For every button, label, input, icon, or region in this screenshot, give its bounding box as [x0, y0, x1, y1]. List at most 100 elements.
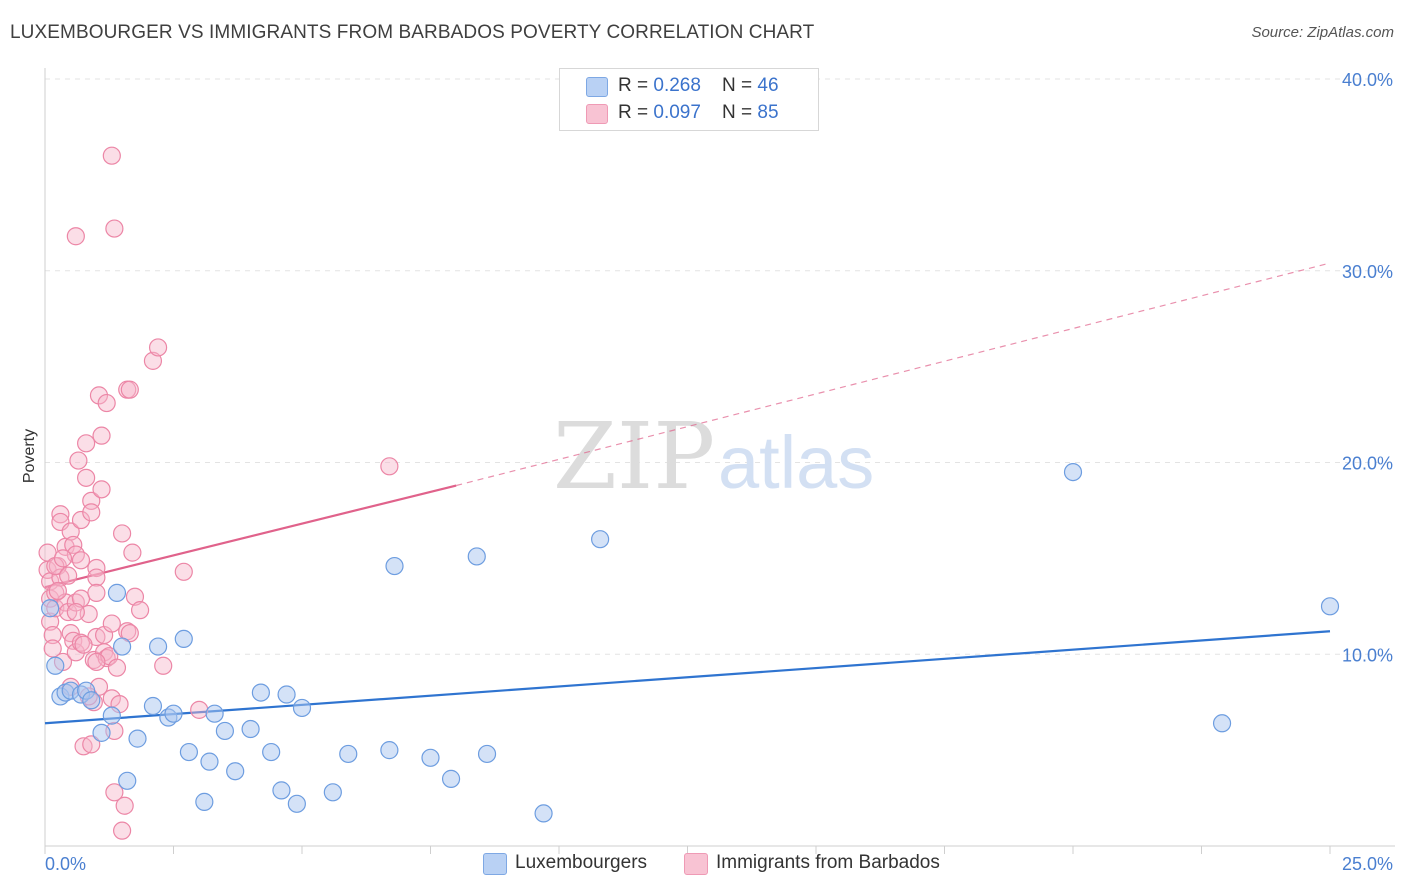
series-swatch-blue	[483, 853, 507, 875]
legend-text: R = 0.097 N = 85	[618, 102, 779, 124]
data-point-luxembourgers	[477, 744, 497, 764]
data-point-barbados	[89, 386, 109, 405]
series-legend: Luxembourgers Immigrants from Barbados	[0, 852, 1406, 878]
data-point-barbados	[97, 393, 116, 413]
data-point-luxembourgers	[148, 637, 168, 656]
legend-n-value: 85	[757, 102, 779, 123]
series-swatch-pink	[684, 853, 708, 875]
data-point-barbados	[77, 434, 96, 453]
data-point-luxembourgers	[262, 742, 281, 762]
data-point-barbados	[105, 783, 124, 802]
data-point-barbados	[143, 351, 163, 370]
data-point-luxembourgers	[200, 752, 219, 771]
correlation-legend: R = 0.268 N = 46 R = 0.097 N = 85	[559, 68, 819, 131]
data-point-luxembourgers	[174, 629, 193, 649]
data-point-barbados	[66, 643, 85, 662]
data-point-luxembourgers	[292, 698, 312, 718]
data-point-luxembourgers	[1320, 597, 1340, 616]
data-point-barbados	[71, 551, 91, 570]
data-point-luxembourgers	[287, 794, 306, 813]
legend-r-value: 0.097	[653, 102, 701, 123]
data-point-barbados	[43, 625, 62, 645]
legend-n-label: N =	[722, 102, 758, 123]
data-point-luxembourgers	[143, 696, 163, 716]
data-point-luxembourgers	[82, 691, 101, 710]
legend-r-value: 0.268	[653, 75, 701, 96]
data-point-luxembourgers	[92, 723, 111, 742]
y-tick-label: 30.0%	[1342, 262, 1393, 282]
data-point-barbados	[112, 821, 132, 840]
series-barbados-points	[38, 146, 399, 840]
data-point-luxembourgers	[215, 721, 234, 741]
data-point-barbados	[102, 146, 121, 165]
data-point-barbados	[53, 549, 73, 568]
data-point-luxembourgers	[41, 599, 60, 618]
data-point-luxembourgers	[591, 530, 610, 549]
data-point-barbados	[82, 735, 101, 754]
data-point-barbados	[82, 503, 101, 522]
data-point-barbados	[190, 700, 209, 719]
data-point-barbados	[102, 614, 121, 633]
data-point-barbados	[46, 556, 65, 576]
data-point-luxembourgers	[277, 685, 296, 704]
data-point-luxembourgers	[102, 706, 121, 725]
data-point-luxembourgers	[534, 804, 553, 823]
data-point-luxembourgers	[179, 742, 199, 762]
data-point-barbados	[71, 510, 91, 530]
data-point-luxembourgers	[467, 547, 486, 566]
data-point-luxembourgers	[385, 556, 404, 576]
data-point-luxembourgers	[226, 762, 245, 781]
data-point-barbados	[43, 639, 62, 658]
data-point-luxembourgers	[241, 719, 260, 739]
chart-title: LUXEMBOURGER VS IMMIGRANTS FROM BARBADOS…	[10, 22, 815, 43]
data-point-luxembourgers	[1212, 714, 1232, 733]
watermark-atlas: atlas	[718, 421, 874, 504]
legend-n-value: 46	[757, 75, 779, 96]
data-point-luxembourgers	[339, 744, 358, 764]
trend-line-barbados	[44, 484, 457, 589]
legend-text: R = 0.268 N = 46	[618, 75, 779, 97]
axes	[44, 68, 1395, 854]
watermark: ZIP atlas	[553, 403, 874, 510]
data-point-luxembourgers	[272, 781, 291, 800]
data-point-barbados	[59, 602, 78, 622]
y-tick-labels: 10.0% 20.0% 30.0% 40.0%	[1342, 70, 1393, 665]
data-point-luxembourgers	[323, 783, 342, 802]
data-point-barbados	[87, 652, 106, 672]
y-tick-label: 40.0%	[1342, 70, 1393, 90]
data-point-barbados	[112, 524, 132, 543]
data-point-barbados	[130, 601, 150, 620]
data-point-luxembourgers	[118, 771, 137, 790]
data-point-barbados	[48, 581, 67, 601]
x-tick-labels: 0.0% 25.0%	[45, 854, 1393, 874]
source-credit: Source: ZipAtlas.com	[1251, 24, 1394, 41]
data-point-barbados	[77, 468, 96, 487]
data-point-barbados	[107, 658, 127, 677]
data-point-barbados	[123, 543, 142, 562]
data-point-luxembourgers	[441, 769, 461, 788]
data-point-barbados	[61, 522, 80, 541]
data-point-barbados	[125, 587, 145, 606]
data-point-luxembourgers	[1063, 462, 1083, 482]
data-point-barbados	[74, 635, 93, 654]
data-point-barbados	[51, 505, 70, 524]
series-legend-label: Luxembourgers	[515, 852, 648, 873]
data-point-barbados	[66, 227, 85, 246]
trend-line-luxembourgers	[44, 630, 1331, 725]
data-point-luxembourgers	[205, 704, 224, 723]
data-point-luxembourgers	[107, 583, 127, 602]
series-legend-label: Immigrants from Barbados	[716, 852, 940, 873]
data-point-barbados	[380, 457, 399, 476]
data-point-luxembourgers	[46, 656, 65, 675]
data-point-luxembourgers	[380, 741, 399, 760]
legend-swatch-blue	[586, 77, 608, 97]
data-point-barbados	[120, 624, 139, 643]
data-point-barbados	[154, 656, 173, 675]
data-point-barbados	[87, 568, 106, 587]
data-point-barbados	[59, 566, 78, 585]
data-point-barbados	[92, 480, 111, 499]
x-tick-label-min: 0.0%	[45, 854, 86, 874]
legend-swatch-pink	[586, 104, 608, 124]
data-point-luxembourgers	[128, 729, 147, 748]
legend-r-label: R =	[618, 102, 654, 123]
